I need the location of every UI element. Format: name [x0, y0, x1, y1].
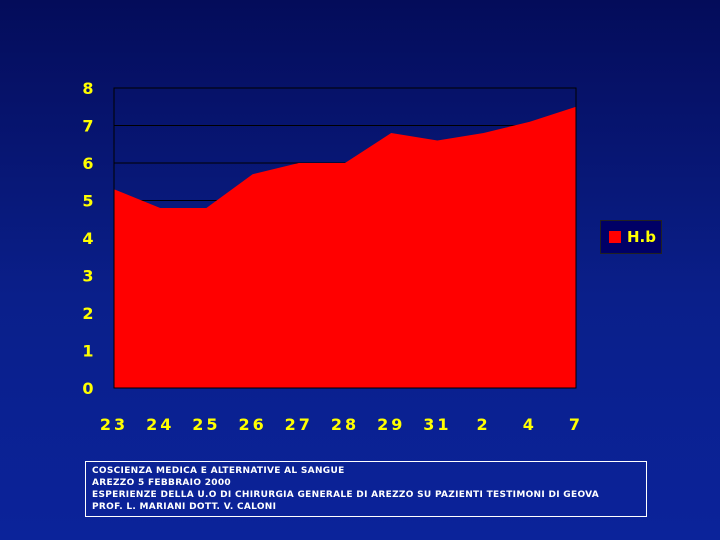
- footer-line-2: Arezzo 5 febbraio 2000: [92, 478, 231, 488]
- x-tick-label: 31: [423, 415, 451, 434]
- x-tick-label: 27: [285, 415, 313, 434]
- footer-line-3: Esperienze della U.O di chirurgia genera…: [92, 490, 600, 500]
- x-tick-label: 24: [146, 415, 174, 434]
- footer-line-1: Coscienza medica e alternative al sangue: [92, 466, 345, 476]
- plot-frame: [113, 87, 577, 389]
- series-area-0: [114, 106, 576, 388]
- x-tick-label: 23: [100, 415, 128, 434]
- y-tick-label: 1: [82, 342, 93, 361]
- y-tick-label: 4: [82, 229, 93, 248]
- y-tick-label: 3: [82, 267, 93, 286]
- x-tick-label: 26: [238, 415, 266, 434]
- legend: H.b: [600, 220, 662, 254]
- x-tick-label: 25: [192, 415, 220, 434]
- x-axis-labels: 23 24 25 26 27 28 29 31 2 4 7: [100, 415, 583, 434]
- y-tick-label: 2: [82, 304, 93, 323]
- y-axis-labels: 0 1 2 3 4 5 6 7 8: [82, 79, 93, 398]
- legend-label: H.b: [627, 228, 656, 246]
- x-tick-label: 28: [331, 415, 359, 434]
- x-tick-label: 7: [569, 415, 583, 434]
- y-tick-label: 7: [82, 117, 93, 136]
- x-tick-label: 4: [523, 415, 537, 434]
- footer-caption: Coscienza medica e alternative al sangue…: [85, 461, 647, 517]
- x-tick-label: 2: [477, 415, 491, 434]
- series-area-group: [114, 106, 576, 388]
- x-tick-label: 29: [377, 415, 405, 434]
- y-tick-label: 5: [82, 192, 93, 211]
- y-tick-label: 6: [82, 154, 93, 173]
- y-tick-label: 8: [82, 79, 93, 98]
- footer-line-4: Prof. L. Mariani Dott. V. Caloni: [92, 502, 277, 512]
- y-tick-label: 0: [82, 379, 93, 398]
- legend-swatch: [609, 231, 621, 243]
